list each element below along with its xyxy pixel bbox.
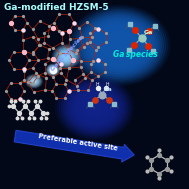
Ellipse shape	[86, 101, 103, 115]
Ellipse shape	[28, 77, 40, 86]
Text: Ga: Ga	[144, 30, 153, 35]
Ellipse shape	[91, 24, 147, 67]
Ellipse shape	[115, 42, 123, 49]
Ellipse shape	[50, 67, 56, 72]
Text: Ga species: Ga species	[113, 50, 158, 59]
Ellipse shape	[92, 106, 97, 109]
Ellipse shape	[63, 82, 126, 133]
Ellipse shape	[65, 84, 124, 132]
Ellipse shape	[52, 69, 54, 71]
Text: H: H	[105, 82, 109, 88]
Ellipse shape	[83, 17, 155, 74]
Ellipse shape	[53, 46, 79, 68]
Ellipse shape	[117, 44, 121, 47]
Ellipse shape	[30, 78, 38, 84]
Ellipse shape	[82, 98, 107, 118]
Ellipse shape	[62, 53, 70, 60]
Ellipse shape	[76, 92, 113, 123]
Ellipse shape	[60, 51, 72, 62]
Ellipse shape	[104, 34, 134, 57]
Ellipse shape	[46, 64, 60, 76]
Ellipse shape	[113, 40, 125, 50]
Ellipse shape	[47, 65, 59, 75]
Ellipse shape	[65, 56, 67, 58]
Ellipse shape	[84, 99, 105, 116]
Ellipse shape	[33, 81, 35, 82]
Ellipse shape	[94, 25, 144, 65]
Ellipse shape	[51, 68, 55, 72]
Ellipse shape	[75, 10, 163, 80]
Ellipse shape	[48, 66, 58, 74]
Ellipse shape	[57, 49, 75, 64]
Text: Ga: Ga	[104, 87, 113, 92]
Ellipse shape	[70, 87, 119, 128]
Ellipse shape	[56, 48, 76, 66]
Ellipse shape	[67, 86, 122, 130]
Ellipse shape	[74, 91, 115, 125]
Ellipse shape	[96, 27, 142, 64]
Ellipse shape	[55, 47, 77, 67]
Ellipse shape	[73, 9, 166, 82]
Ellipse shape	[102, 32, 136, 59]
Text: Ga-modified HZSM-5: Ga-modified HZSM-5	[4, 3, 108, 12]
Ellipse shape	[81, 15, 157, 75]
Ellipse shape	[85, 19, 153, 72]
Ellipse shape	[26, 74, 43, 88]
Ellipse shape	[64, 54, 69, 59]
Ellipse shape	[52, 45, 80, 69]
Ellipse shape	[100, 30, 138, 60]
Ellipse shape	[106, 35, 132, 55]
Ellipse shape	[87, 20, 151, 70]
Ellipse shape	[61, 81, 128, 135]
Ellipse shape	[79, 14, 159, 77]
Text: GaH₂ species: GaH₂ species	[50, 35, 84, 73]
Ellipse shape	[90, 104, 99, 111]
Ellipse shape	[31, 79, 37, 84]
Text: H: H	[95, 82, 99, 88]
Ellipse shape	[80, 96, 109, 120]
Ellipse shape	[61, 52, 71, 61]
Ellipse shape	[68, 5, 170, 85]
Ellipse shape	[57, 77, 132, 138]
Ellipse shape	[26, 75, 42, 87]
Ellipse shape	[72, 89, 117, 126]
Ellipse shape	[49, 67, 57, 73]
Ellipse shape	[77, 12, 161, 79]
Ellipse shape	[59, 50, 74, 63]
Ellipse shape	[32, 80, 36, 83]
Ellipse shape	[29, 77, 39, 85]
Ellipse shape	[78, 94, 111, 121]
Ellipse shape	[111, 39, 128, 52]
Ellipse shape	[55, 75, 134, 140]
Text: Preferable active site: Preferable active site	[38, 133, 118, 151]
FancyArrow shape	[14, 130, 134, 162]
Ellipse shape	[59, 79, 130, 137]
Ellipse shape	[98, 29, 140, 62]
Ellipse shape	[89, 22, 149, 69]
Ellipse shape	[108, 37, 130, 54]
Ellipse shape	[88, 103, 101, 113]
Ellipse shape	[70, 7, 168, 84]
Ellipse shape	[27, 76, 41, 87]
